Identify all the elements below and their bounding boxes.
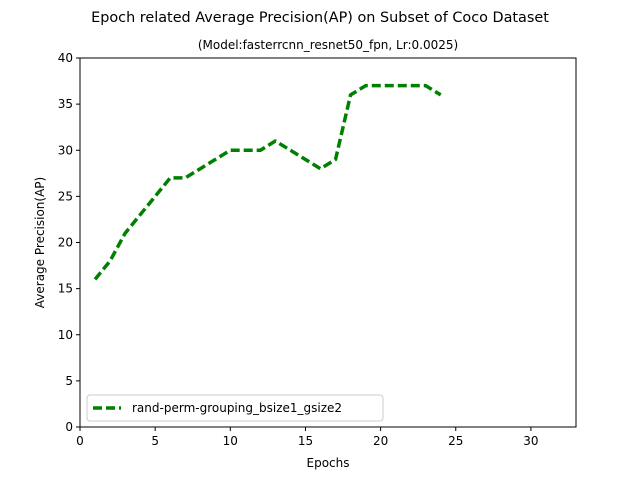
chart-subtitle: (Model:fasterrcnn_resnet50_fpn, Lr:0.002…: [198, 38, 458, 52]
x-tick-label: 5: [151, 434, 159, 448]
y-tick-label: 5: [65, 374, 73, 388]
series-line: [93, 83, 442, 281]
x-axis: 0 5 10 15 20 25 30: [76, 427, 539, 448]
y-tick-label: 40: [58, 51, 73, 65]
y-tick-label: 20: [58, 236, 73, 250]
x-tick-label: 25: [448, 434, 463, 448]
y-tick-label: 30: [58, 143, 73, 157]
x-axis-label: Epochs: [307, 456, 350, 470]
chart-title: Epoch related Average Precision(AP) on S…: [91, 10, 549, 26]
y-tick-label: 35: [58, 97, 73, 111]
x-tick-label: 20: [373, 434, 388, 448]
x-tick-label: 10: [223, 434, 238, 448]
x-tick-label: 15: [298, 434, 313, 448]
y-axis: 0 5 10 15 20 25 30 35 40: [58, 51, 80, 434]
axes-frame: [79, 57, 577, 428]
y-tick-label: 0: [65, 420, 73, 434]
x-tick-label: 0: [76, 434, 84, 448]
legend: rand-perm-grouping_bsize1_gsize2: [86, 394, 384, 422]
y-axis-label: Average Precision(AP): [33, 177, 47, 308]
x-tick-label: 30: [523, 434, 538, 448]
legend-box: [86, 394, 384, 422]
y-tick-label: 25: [58, 189, 73, 203]
legend-label: rand-perm-grouping_bsize1_gsize2: [132, 401, 342, 415]
y-tick-label: 10: [58, 328, 73, 342]
y-tick-label: 15: [58, 282, 73, 296]
plot-area: [93, 83, 442, 281]
